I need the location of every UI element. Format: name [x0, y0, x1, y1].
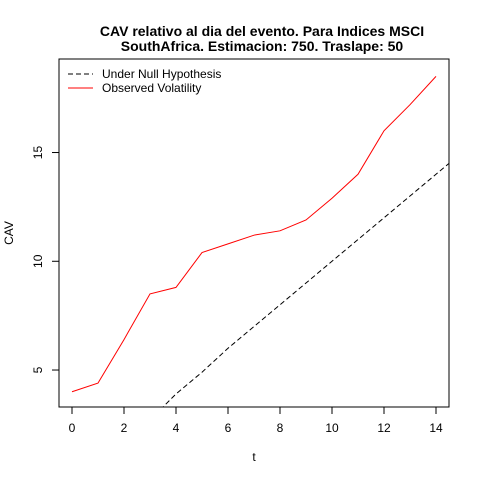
x-tick-label: 2 [121, 421, 128, 435]
x-tick-label: 0 [69, 421, 76, 435]
y-tick-label: 15 [31, 146, 45, 160]
chart-title-line-1: CAV relativo al dia del evento. Para Ind… [100, 23, 424, 39]
chart-title-line-2: SouthAfrica. Estimacion: 750. Traslape: … [121, 38, 404, 54]
y-tick-label: 10 [31, 254, 45, 268]
series-line-observed-volatility [71, 76, 437, 393]
series-line-under-null-hypothesis [162, 163, 449, 407]
legend-label: Under Null Hypothesis [102, 67, 221, 81]
x-tick-label: 8 [277, 421, 284, 435]
chart-title: CAV relativo al dia del evento. Para Ind… [100, 23, 424, 54]
plot-area-frame [58, 58, 450, 408]
y-axis: 5 10 15 [31, 146, 60, 373]
legend-label: Observed Volatility [102, 81, 201, 95]
y-axis-label: CAV [2, 221, 16, 245]
x-tick-label: 12 [377, 421, 391, 435]
x-axis: 0 2 4 6 8 10 12 14 [69, 406, 443, 435]
x-tick-label: 6 [225, 421, 232, 435]
y-tick-label: 5 [31, 366, 45, 373]
x-axis-label: t [252, 450, 256, 464]
x-tick-label: 4 [173, 421, 180, 435]
x-tick-label: 14 [429, 421, 443, 435]
x-tick-label: 10 [325, 421, 339, 435]
series-layer [71, 76, 449, 407]
